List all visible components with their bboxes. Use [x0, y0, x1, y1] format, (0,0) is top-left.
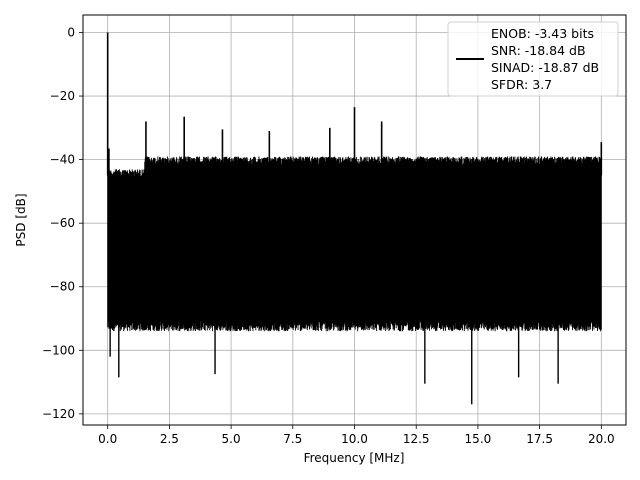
- x-tick-label: 10.0: [341, 432, 368, 446]
- legend-entry-enob: ENOB: -3.43 bits: [491, 26, 594, 41]
- y-tick-label: −120: [42, 407, 75, 421]
- y-axis-ticks: 0 −20 −40 −60 −80 −100 −120: [42, 25, 83, 421]
- legend-box: [447, 21, 619, 97]
- x-tick-label: 15.0: [465, 432, 492, 446]
- y-tick-label: −100: [42, 343, 75, 357]
- x-tick-label: 5.0: [222, 432, 241, 446]
- plot-area: [106, 32, 603, 405]
- legend-entry-sfdr: SFDR: 3.7: [491, 77, 552, 92]
- x-tick-label: 0.0: [98, 432, 117, 446]
- x-tick-label: 7.5: [283, 432, 302, 446]
- y-axis-label: PSD [dB]: [14, 193, 28, 246]
- y-tick-label: −40: [50, 153, 75, 167]
- y-tick-label: −60: [50, 216, 75, 230]
- x-tick-label: 17.5: [526, 432, 553, 446]
- legend-entry-sinad: SINAD: -18.87 dB: [491, 60, 599, 75]
- legend: ENOB: -3.43 bits SNR: -18.84 dB SINAD: -…: [447, 21, 619, 97]
- legend-entry-snr: SNR: -18.84 dB: [491, 43, 586, 58]
- x-tick-label: 20.0: [588, 432, 615, 446]
- y-tick-label: −80: [50, 280, 75, 294]
- x-axis-ticks: 0.0 2.5 5.0 7.5 10.0 12.5 15.0 17.5 20.0: [98, 425, 615, 446]
- y-tick-label: 0: [67, 25, 75, 39]
- x-axis-label: Frequency [MHz]: [304, 451, 405, 465]
- x-tick-label: 12.5: [403, 432, 430, 446]
- y-tick-label: −20: [50, 89, 75, 103]
- x-tick-label: 2.5: [160, 432, 179, 446]
- psd-noise-trace: [107, 156, 602, 332]
